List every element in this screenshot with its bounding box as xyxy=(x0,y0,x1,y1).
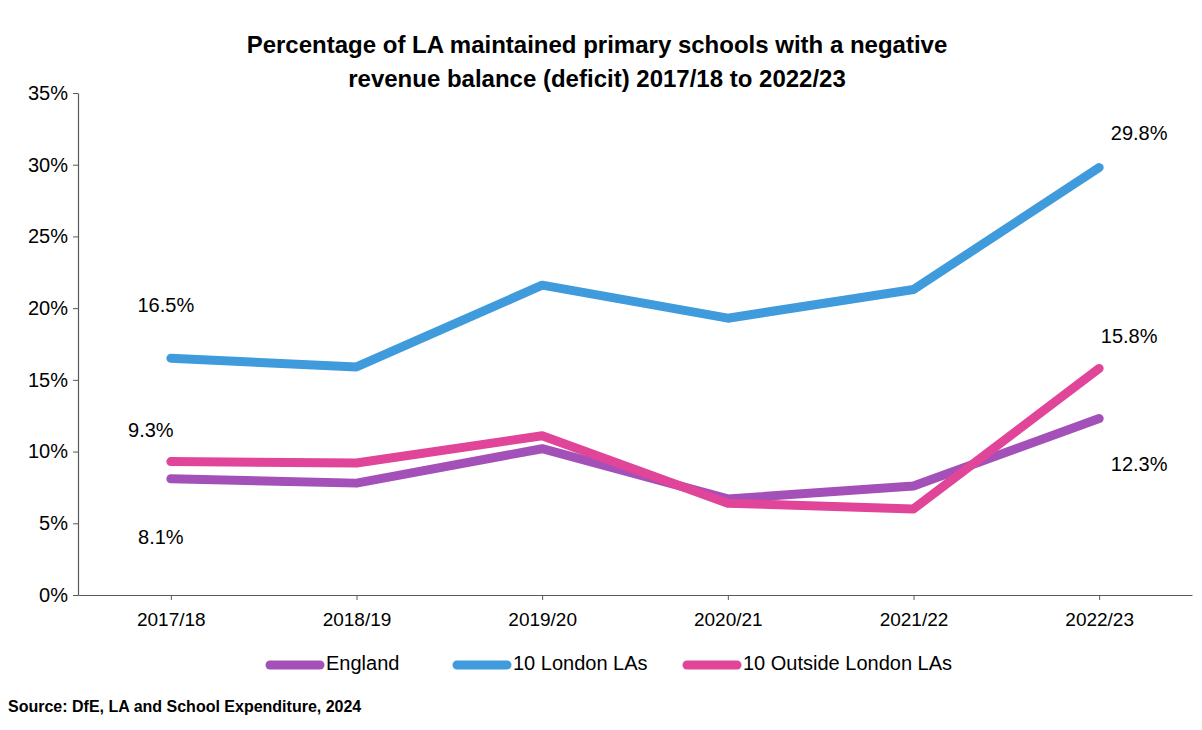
source: Source: DfE, LA and School Expenditure, … xyxy=(8,698,361,715)
y-tick: 35% xyxy=(28,82,78,104)
x-tick-label: 2021/22 xyxy=(880,609,949,630)
data-label: 12.3% xyxy=(1111,453,1168,475)
x-tick-label: 2019/20 xyxy=(508,609,577,630)
data-label: 8.1% xyxy=(138,526,184,548)
x-tick: 2021/22 xyxy=(880,595,949,630)
data-label: 16.5% xyxy=(137,294,194,316)
y-tick-mark xyxy=(73,165,78,166)
x-axis-line xyxy=(79,595,1193,596)
series-line xyxy=(171,368,1099,509)
x-tick-label: 2017/18 xyxy=(137,609,206,630)
chart: Percentage of LA maintained primary scho… xyxy=(0,0,1202,730)
y-tick: 30% xyxy=(28,154,78,176)
plot: 0% 5% 10% 15% 20% 25% 30% 35% 2017/18 2018/19 2019… xyxy=(28,82,1193,631)
legend-label: England xyxy=(326,652,399,674)
y-tick-mark xyxy=(73,236,78,237)
y-tick: 20% xyxy=(28,297,78,319)
y-tick-label: 25% xyxy=(28,225,68,247)
x-tick-label: 2020/21 xyxy=(694,609,763,630)
x-tick-mark xyxy=(1099,595,1100,600)
x-tick: 2020/21 xyxy=(694,595,763,630)
y-tick-mark xyxy=(73,308,78,309)
y-tick-label: 15% xyxy=(28,369,68,391)
y-tick: 0% xyxy=(39,584,78,606)
x-tick-mark xyxy=(171,595,172,600)
x-tick: 2017/18 xyxy=(137,595,206,630)
legend-swatch xyxy=(687,661,737,670)
y-tick-mark xyxy=(73,452,78,453)
x-tick-mark xyxy=(728,595,729,600)
legend-item: 10 Outside London LAs xyxy=(687,652,952,674)
data-label: 9.3% xyxy=(128,419,174,441)
y-tick-label: 0% xyxy=(39,584,68,606)
x-tick: 2018/19 xyxy=(323,595,392,630)
series-line xyxy=(171,168,1099,367)
legend-swatch xyxy=(457,661,507,670)
legend-item: 10 London LAs xyxy=(457,652,648,674)
legend-label: 10 London LAs xyxy=(513,652,648,674)
y-axis: 0% 5% 10% 15% 20% 25% 30% 35% xyxy=(28,82,79,606)
y-tick-mark xyxy=(73,93,78,94)
data-label: 15.8% xyxy=(1101,325,1158,347)
y-axis-line xyxy=(78,94,79,596)
data-label: 29.8% xyxy=(1111,122,1168,144)
y-tick-label: 35% xyxy=(28,82,68,104)
y-tick-label: 20% xyxy=(28,297,68,319)
legend-label: 10 Outside London LAs xyxy=(743,652,952,674)
y-tick-label: 30% xyxy=(28,154,68,176)
y-tick: 5% xyxy=(39,512,78,534)
x-tick-label: 2022/23 xyxy=(1065,609,1134,630)
x-tick: 2022/23 xyxy=(1065,595,1134,630)
y-tick-mark xyxy=(73,380,78,381)
x-tick-mark xyxy=(357,595,358,600)
y-tick-mark xyxy=(73,523,78,524)
x-tick-label: 2018/19 xyxy=(323,609,392,630)
y-tick: 15% xyxy=(28,369,78,391)
y-tick-mark xyxy=(73,595,78,596)
y-tick-label: 5% xyxy=(39,512,68,534)
legend: England 10 London LAs 10 Outside London LA… xyxy=(270,652,952,674)
x-tick: 2019/20 xyxy=(508,595,577,630)
y-tick-label: 10% xyxy=(28,440,68,462)
x-axis: 2017/18 2018/19 2019/20 2020/21 2021/22 2022/… xyxy=(79,595,1193,630)
series-group xyxy=(171,168,1099,509)
y-tick: 25% xyxy=(28,225,78,247)
x-tick-mark xyxy=(914,595,915,600)
title: Percentage of LA maintained primary scho… xyxy=(247,31,948,92)
legend-swatch xyxy=(270,661,320,670)
data-labels: 8.1% 12.3% 16.5% 29.8% 9.3% 15.8% xyxy=(128,122,1168,548)
x-tick-mark xyxy=(542,595,543,600)
y-tick: 10% xyxy=(28,440,78,462)
legend-item: England xyxy=(270,652,399,674)
